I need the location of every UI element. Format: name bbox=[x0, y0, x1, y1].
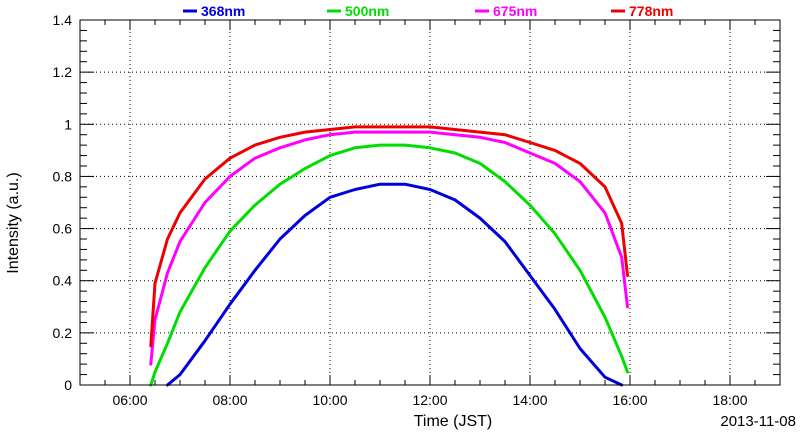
x-tick-label: 12:00 bbox=[412, 392, 447, 408]
x-tick-label: 06:00 bbox=[112, 392, 147, 408]
x-tick-label: 14:00 bbox=[512, 392, 547, 408]
tick-labels: 06:00 08:00 10:00 12:00 14:00 16:00 18:00 0 0.2 0… bbox=[53, 12, 748, 408]
y-tick-label: 1.2 bbox=[53, 64, 73, 80]
series-line-675nm bbox=[149, 130, 629, 366]
y-tick-label: 1.4 bbox=[53, 12, 73, 28]
ticks bbox=[80, 19, 780, 386]
plot-frame bbox=[79, 19, 781, 386]
legend-label: 500nm bbox=[345, 3, 389, 19]
series-line-368nm bbox=[166, 182, 624, 387]
x-tick-label: 08:00 bbox=[212, 392, 247, 408]
grid bbox=[80, 19, 780, 386]
x-axis-title: Time (JST) bbox=[414, 413, 493, 430]
legend: 368nm 500nm 675nm 778nm bbox=[183, 3, 673, 19]
x-tick-label: 16:00 bbox=[612, 392, 647, 408]
series-line-500nm bbox=[149, 143, 629, 387]
y-tick-label: 0.2 bbox=[53, 325, 73, 341]
y-tick-label: 0 bbox=[64, 377, 72, 393]
series-line-778nm bbox=[149, 125, 629, 348]
y-tick-label: 1 bbox=[64, 116, 72, 132]
y-axis-title: Intensity (a.u.) bbox=[5, 172, 22, 273]
x-tick-label: 10:00 bbox=[312, 392, 347, 408]
y-tick-label: 0.8 bbox=[53, 168, 73, 184]
x-tick-label: 18:00 bbox=[712, 392, 747, 408]
legend-label: 778nm bbox=[629, 3, 673, 19]
y-tick-label: 0.6 bbox=[53, 221, 73, 237]
legend-label: 675nm bbox=[493, 3, 537, 19]
series-layer bbox=[149, 125, 629, 387]
y-tick-label: 0.4 bbox=[53, 273, 73, 289]
date-label: 2013-11-08 bbox=[720, 413, 796, 430]
legend-label: 368nm bbox=[201, 3, 245, 19]
